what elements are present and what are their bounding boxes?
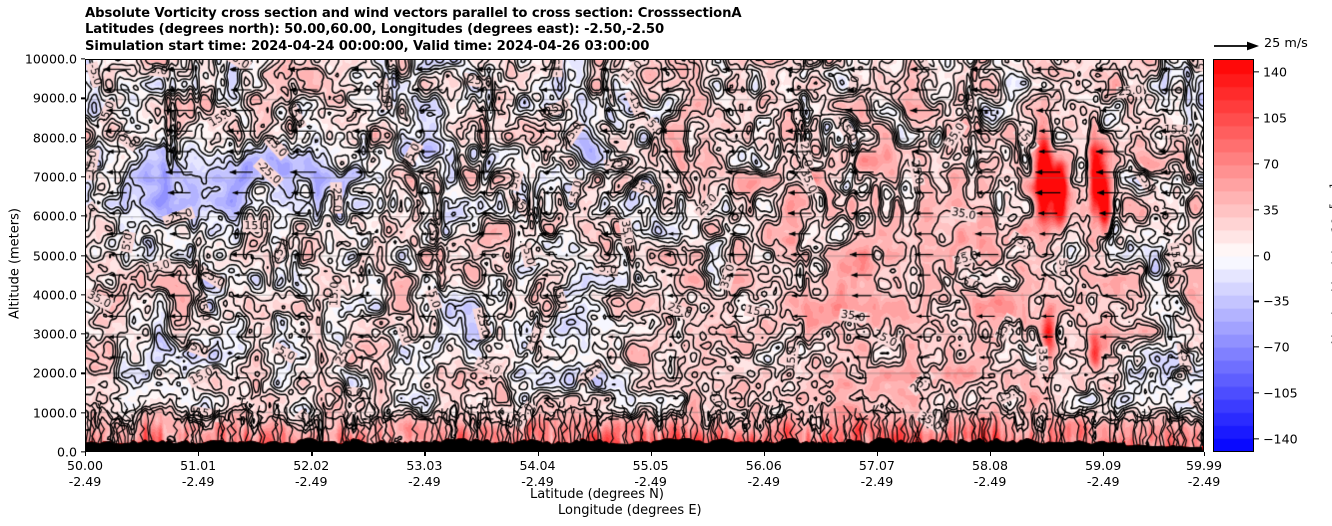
x-axis-tick-label-latitude: 51.01 (180, 458, 217, 473)
y-axis-tick-label: 4000.0 (32, 287, 77, 303)
y-axis-tick-mark (81, 136, 85, 139)
x-axis-tick-label-latitude: 53.03 (406, 458, 443, 473)
x-axis-tick-label-longitude: -2.49 (860, 474, 894, 489)
y-axis-tick-mark (81, 333, 85, 335)
quiver-reference-key: 25 m/s (1213, 36, 1328, 56)
x-axis-tick-mark (650, 452, 652, 456)
colorbar-tick-label: 105 (1263, 110, 1288, 126)
colorbar-tick-label: 70 (1263, 156, 1280, 172)
x-axis-tick-label-longitude: -2.49 (521, 474, 554, 489)
colorbar-tick-label: −35 (1263, 293, 1290, 309)
y-axis-tick-mark (81, 215, 85, 217)
x-axis-tick-label-latitude: 59.09 (1085, 458, 1122, 473)
y-axis-tick-mark (81, 254, 85, 257)
y-axis-tick-label: 0.0 (56, 444, 77, 460)
x-axis-tick-mark (990, 452, 992, 456)
x-axis-tick-mark (537, 452, 539, 456)
colorbar-tick-label: −70 (1263, 339, 1290, 355)
colorbar-tick-mark (1254, 346, 1259, 348)
colorbar-tick-mark (1254, 392, 1259, 394)
title-line-1: Absolute Vorticity cross section and win… (85, 6, 742, 21)
x-axis-tick-mark (311, 452, 313, 456)
x-axis-tick-label-longitude: -2.49 (1086, 474, 1120, 489)
x-axis-tick-label-longitude: -2.49 (408, 474, 441, 489)
colorbar-label-exp1: −5 (1328, 203, 1332, 217)
y-axis-tick-mark (81, 412, 85, 414)
arrow-right-icon (1214, 41, 1259, 51)
y-axis-tick-label: 9000.0 (32, 90, 77, 106)
y-axis-tick-label: 2000.0 (32, 365, 77, 381)
colorbar-tick-mark (1254, 438, 1259, 440)
colorbar-gradient (1214, 60, 1253, 451)
x-axis-tick-label-longitude: -2.49 (1187, 474, 1221, 489)
colorbar-tick-label: −140 (1263, 431, 1298, 447)
x-axis-tick-mark (1204, 452, 1206, 456)
x-axis-tick-label-latitude: 56.06 (745, 458, 782, 473)
title-line-3: Simulation start time: 2024-04-24 00:00:… (85, 38, 650, 54)
x-axis-tick-mark (876, 452, 879, 456)
y-axis-tick-label: 5000.0 (32, 248, 77, 263)
colorbar-tick-label: 35 (1263, 202, 1280, 218)
x-axis-tick-mark (85, 452, 87, 456)
y-axis-tick-label: 6000.0 (32, 208, 77, 224)
title-line-2: Latitudes (degrees north): 50.00,60.00, … (85, 22, 665, 38)
y-axis-tick-label: 8000.0 (32, 130, 77, 146)
x-axis-tick-mark (198, 452, 200, 456)
y-axis-tick-mark (81, 294, 85, 296)
y-axis-tick-mark (81, 97, 85, 99)
x-axis-tick-label-latitude: 57.07 (858, 458, 895, 473)
x-axis-tick-label-longitude: -2.49 (634, 474, 667, 489)
quiver-key-label: 25 m/s (1264, 36, 1308, 51)
y-axis-tick-mark (81, 176, 85, 178)
x-axis-tick-label-latitude: 55.05 (632, 458, 669, 473)
colorbar-tick-mark (1254, 254, 1259, 257)
x-axis-tick-label-longitude: -2.49 (973, 474, 1007, 489)
colorbar-label: Absolue Vorticity 10−5s−1 (1328, 100, 1332, 430)
y-axis-tick-mark (81, 372, 85, 375)
y-axis-tick-label: 7000.0 (32, 169, 77, 185)
y-axis-tick-label: 1000.0 (32, 405, 77, 421)
vorticity-field-canvas (86, 60, 1203, 451)
y-axis-tick-label: 10000.0 (24, 51, 77, 67)
y-axis-tick-mark (81, 58, 85, 60)
x-axis-tick-label-latitude: 58.08 (972, 458, 1009, 473)
colorbar-tick-label: 0 (1263, 248, 1272, 263)
colorbar-label-exp2: −1 (1328, 182, 1332, 197)
colorbar-tick-mark (1254, 117, 1259, 119)
x-axis-tick-label-longitude: -2.49 (68, 474, 102, 489)
x-axis-tick-label-latitude: 52.02 (293, 458, 330, 473)
y-axis-tick-label: 3000.0 (32, 326, 77, 342)
colorbar[interactable] (1213, 59, 1254, 452)
colorbar-tick-mark (1254, 71, 1259, 73)
x-axis-tick-label-longitude: -2.49 (747, 474, 781, 489)
colorbar-tick-label: −105 (1263, 385, 1298, 401)
figure-title: Absolute Vorticity cross section and win… (85, 6, 1205, 55)
x-axis-tick-mark (424, 452, 426, 456)
x-axis-tick-label-latitude: 54.04 (519, 458, 556, 473)
colorbar-tick-mark (1254, 163, 1259, 165)
x-axis-tick-label-longitude: -2.49 (294, 474, 328, 489)
x-axis-tick-mark (763, 452, 766, 456)
x-axis-tick-label-longitude: -2.49 (181, 474, 215, 489)
colorbar-tick-label: 140 (1263, 64, 1288, 80)
colorbar-tick-mark (1254, 300, 1259, 302)
y-axis-tick-mark (81, 451, 85, 453)
cross-section-plot[interactable] (85, 59, 1204, 452)
colorbar-tick-mark (1254, 208, 1259, 211)
x-axis-tick-mark (1103, 452, 1105, 456)
x-axis-tick-label-latitude: 50.00 (66, 458, 104, 473)
x-axis-tick-label-latitude: 59.99 (1185, 458, 1223, 473)
y-axis-label: Altitude (meters) (7, 208, 23, 319)
